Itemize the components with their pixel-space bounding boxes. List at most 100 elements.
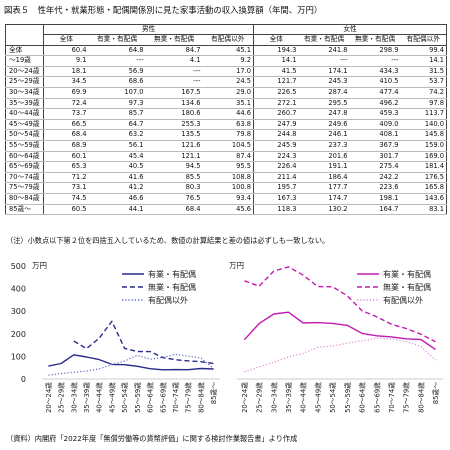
male-cell: 29.0 bbox=[202, 87, 254, 99]
series-line bbox=[244, 337, 437, 373]
x-tick-label: 40～44歳 bbox=[95, 382, 104, 413]
male-cell: 121.1 bbox=[145, 151, 203, 163]
female-cell: 195.7 bbox=[253, 182, 299, 194]
male-cell: 72.4 bbox=[43, 98, 89, 110]
female-cell: 130.2 bbox=[298, 204, 350, 216]
female-cell: 118.3 bbox=[253, 204, 299, 216]
male-cell: --- bbox=[88, 55, 146, 67]
female-cell: 226.4 bbox=[253, 161, 299, 173]
female-cell: 245.9 bbox=[253, 140, 299, 152]
female-cell: 367.9 bbox=[349, 140, 401, 152]
male-cell: 108.8 bbox=[202, 172, 254, 184]
male-cell: 9.1 bbox=[43, 55, 89, 67]
x-tick-label: 75～79歳 bbox=[184, 382, 193, 413]
row-label: 20～24歳 bbox=[5, 66, 44, 78]
female-cell: --- bbox=[298, 55, 350, 67]
female-cell: 174.7 bbox=[298, 193, 350, 205]
y-unit-label: 万円 bbox=[32, 261, 47, 270]
column-header: 全体 bbox=[253, 34, 299, 46]
male-cell: 80.3 bbox=[145, 182, 203, 194]
series-line bbox=[244, 266, 436, 343]
x-tick-label: 55～59歳 bbox=[343, 382, 352, 413]
corner-cell bbox=[5, 24, 44, 35]
female-cell: 245.3 bbox=[298, 76, 350, 88]
male-cell: 63.2 bbox=[88, 129, 146, 141]
female-cell: 14.1 bbox=[253, 55, 299, 67]
female-cell: 167.3 bbox=[253, 193, 299, 205]
male-cell: 4.1 bbox=[145, 55, 203, 67]
y-tick-label: 0 bbox=[21, 375, 26, 384]
male-cell: 74.5 bbox=[43, 193, 89, 205]
row-label: 65～69歳 bbox=[5, 161, 44, 173]
female-cell: 140.0 bbox=[400, 119, 447, 131]
male-cell: 65.3 bbox=[43, 161, 89, 173]
row-label: 30～34歳 bbox=[5, 87, 44, 99]
male-cell: 60.4 bbox=[43, 45, 89, 57]
column-header: 有配偶以外 bbox=[400, 34, 447, 46]
male-cell: 104.5 bbox=[202, 140, 254, 152]
table-row: 70～74歳 71.2 41.6 85.5 108.8 211.4 186.4 242.2 17… bbox=[5, 172, 447, 184]
male-cell: 68.4 bbox=[145, 204, 203, 216]
male-cell: 167.5 bbox=[145, 87, 203, 99]
table-row: 全体 60.4 64.8 84.7 45.1 194.3 241.8 298.9 99.4 bbox=[5, 45, 447, 57]
x-tick-label: 70～74歳 bbox=[387, 382, 396, 413]
y-unit-label: 万円 bbox=[229, 261, 244, 270]
female-cell: 287.4 bbox=[298, 87, 350, 99]
row-label: 75～79歳 bbox=[5, 182, 44, 194]
table-row: 40～44歳 73.7 85.7 180.6 44.6 260.7 247.8 459.3 11… bbox=[5, 108, 447, 120]
data-table: 男性 女性 全体 有業・有配偶 無業・有配偶 有配偶以外 全体 有業・有配偶 無… bbox=[5, 24, 447, 216]
male-cell: 93.4 bbox=[202, 193, 254, 205]
table-row: 85歳～ 60.5 44.1 68.4 45.6 118.3 130.2 164.7 83.1 bbox=[5, 204, 447, 216]
chart-male: 500 400 300 200 100 0 万円 20～24歳 25～29歳 30～34歳 35～3… bbox=[2, 256, 227, 426]
female-cell: 247.8 bbox=[298, 108, 350, 120]
x-tick-label: 40～44歳 bbox=[299, 382, 308, 413]
male-cell: 85.7 bbox=[88, 108, 146, 120]
male-cell: 64.8 bbox=[88, 45, 146, 57]
female-cell: 224.3 bbox=[253, 151, 299, 163]
x-tick-label: 25～29歳 bbox=[57, 382, 66, 413]
male-cell: 87.4 bbox=[202, 151, 254, 163]
female-cell: 159.0 bbox=[400, 140, 447, 152]
female-cell: 272.1 bbox=[253, 98, 299, 110]
column-header: 無業・有配偶 bbox=[349, 34, 401, 46]
table-row: 20～24歳 18.1 56.9 --- 17.0 41.5 174.1 434.3 31.5 bbox=[5, 66, 447, 78]
table-row: 35～39歳 72.4 97.3 134.6 35.1 272.1 295.5 496.2 97… bbox=[5, 98, 447, 110]
male-cell: 76.5 bbox=[145, 193, 203, 205]
table-row: ～19歳 9.1 --- 4.1 9.2 14.1 --- --- 14.1 bbox=[5, 55, 447, 67]
y-tick-label: 300 bbox=[11, 307, 26, 316]
series-line bbox=[243, 311, 436, 351]
male-cell: --- bbox=[145, 76, 203, 88]
row-label: 50～54歳 bbox=[5, 129, 44, 141]
female-cell: 169.0 bbox=[400, 151, 447, 163]
legend-label: 有配偶以外 bbox=[148, 295, 188, 305]
male-cell: 97.3 bbox=[88, 98, 146, 110]
male-cell: 63.8 bbox=[202, 119, 254, 131]
chart-female: 万円 20～24歳 25～29歳 30～34歳 35～39歳 40～44歳 45～49歳 50… bbox=[225, 256, 450, 426]
row-label: 80～84歳 bbox=[5, 193, 44, 205]
female-cell: 191.1 bbox=[298, 161, 350, 173]
male-cell: 121.6 bbox=[145, 140, 203, 152]
female-cell: 295.5 bbox=[298, 98, 350, 110]
male-cell: 94.5 bbox=[145, 161, 203, 173]
female-cell: 113.7 bbox=[400, 108, 447, 120]
male-cell: 100.8 bbox=[202, 182, 254, 194]
table-row: 50～54歳 68.4 63.2 135.5 79.8 244.8 246.1 408.1 14… bbox=[5, 129, 447, 141]
female-cell: 246.1 bbox=[298, 129, 350, 141]
x-tick-label: 65～69歳 bbox=[158, 382, 167, 413]
male-cell: 44.6 bbox=[202, 108, 254, 120]
female-cell: 181.4 bbox=[400, 161, 447, 173]
male-cell: 255.3 bbox=[145, 119, 203, 131]
x-tick-label: 80～84歳 bbox=[416, 382, 425, 413]
x-tick-label: 35～39歳 bbox=[82, 382, 91, 413]
x-tick-label: 70～74歳 bbox=[171, 382, 180, 413]
x-tick-label: 60～64歳 bbox=[146, 382, 155, 413]
male-cell: 60.1 bbox=[43, 151, 89, 163]
male-cell: 46.6 bbox=[88, 193, 146, 205]
male-cell: 34.5 bbox=[43, 76, 89, 88]
row-label: 85歳～ bbox=[5, 204, 44, 216]
group-header-male: 男性 bbox=[43, 24, 254, 35]
x-tick-label: 60～64歳 bbox=[358, 382, 367, 413]
x-tick-label: 55～59歳 bbox=[133, 382, 142, 413]
table-row: 75～79歳 73.1 41.2 80.3 100.8 195.7 177.7 223.6 16… bbox=[5, 182, 447, 194]
male-cell: 44.1 bbox=[88, 204, 146, 216]
